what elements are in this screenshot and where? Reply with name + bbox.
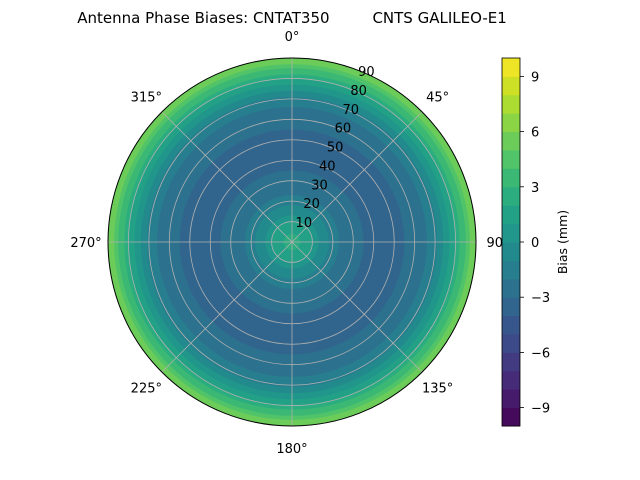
colorbar-level <box>502 186 520 206</box>
colorbar-level <box>502 260 520 280</box>
colorbar-level <box>502 205 520 225</box>
colorbar-level <box>502 242 520 261</box>
polar-spine <box>107 57 477 427</box>
colorbar-level <box>502 370 520 390</box>
azimuth-gridline <box>291 241 423 373</box>
colorbar-tick-label: 0 <box>531 236 539 251</box>
colorbar-level <box>502 297 520 317</box>
zenith-tick-label: 50 <box>327 141 344 156</box>
colorbar-level <box>502 278 520 298</box>
colorbar-level <box>502 334 520 353</box>
zenith-tick-label: 30 <box>311 178 328 193</box>
colorbar-level <box>502 389 520 409</box>
zenith-tick-label: 20 <box>303 197 320 212</box>
colorbar-level <box>502 94 520 114</box>
zenith-tick-label: 40 <box>319 159 336 174</box>
polar-plot: 1020304050607080900°45°90°135°180°225°27… <box>70 30 509 457</box>
colorbar-level <box>502 131 520 151</box>
colorbar-tick-label: 9 <box>531 70 539 85</box>
azimuth-gridline <box>291 111 423 243</box>
colorbar-level <box>502 223 520 243</box>
colorbar-tick-label: −9 <box>531 402 550 417</box>
azimuth-tick-label: 180° <box>276 442 307 457</box>
colorbar-tick-label: −6 <box>531 346 550 361</box>
colorbar-level <box>502 315 520 335</box>
zenith-tick-label: 90 <box>358 65 375 80</box>
azimuth-tick-label: 270° <box>70 236 101 251</box>
azimuth-tick-label: 45° <box>426 90 449 105</box>
azimuth-gridline <box>161 111 293 243</box>
colorbar-level <box>502 113 520 133</box>
colorbar-label: Bias (mm) <box>555 210 570 274</box>
azimuth-tick-label: 315° <box>131 90 162 105</box>
colorbar-level <box>502 76 520 96</box>
zenith-tick-label: 80 <box>350 84 367 99</box>
colorbar-tick-label: 3 <box>531 181 539 196</box>
zenith-tick-label: 60 <box>335 122 352 137</box>
chart-title: Antenna Phase Biases: CNTAT350 CNTS GALI… <box>77 9 507 27</box>
zenith-tick-label: 10 <box>296 216 313 231</box>
azimuth-tick-label: 225° <box>131 382 162 397</box>
colorbar-level <box>502 352 520 372</box>
colorbar: −9 −6 −3 0 3 6 9 <box>501 57 550 427</box>
colorbar-tick-label: 6 <box>531 126 539 141</box>
colorbar-level <box>502 150 520 169</box>
azimuth-tick-label: 0° <box>285 30 300 45</box>
azimuth-gridline <box>161 241 293 373</box>
colorbar-level <box>502 168 520 188</box>
colorbar-level <box>502 407 520 427</box>
colorbar-level <box>502 58 520 77</box>
zenith-tick-label: 70 <box>342 103 359 118</box>
colorbar-tick-label: −3 <box>531 291 550 306</box>
azimuth-tick-label: 135° <box>422 382 453 397</box>
